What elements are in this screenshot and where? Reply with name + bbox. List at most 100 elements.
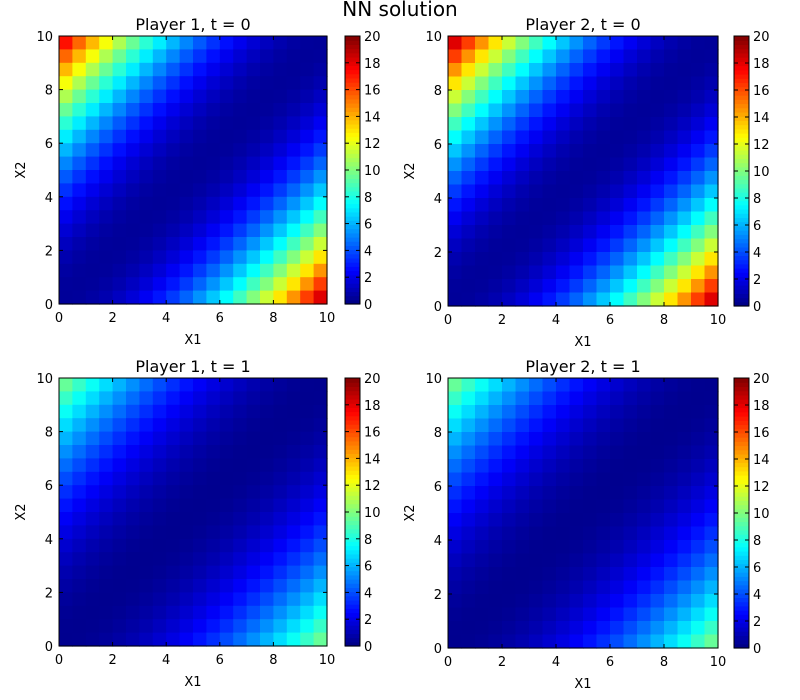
heatmap-cell [556,36,571,51]
heatmap-cell [596,279,611,294]
heatmap-cell [623,225,638,240]
heatmap-cell [112,619,127,634]
heatmap-cell [152,605,167,620]
heatmap-cell [193,263,207,278]
heatmap-cell [233,223,248,238]
heatmap-cell [286,89,301,104]
heatmap-cell [126,565,140,580]
heatmap-cell [139,196,154,211]
colorbar-segment [734,276,749,282]
heatmap-cell [126,89,140,104]
heatmap-cell [650,432,665,447]
heatmap-cell [664,567,679,582]
colorbar-segment [345,641,360,647]
heatmap-cell [126,552,140,567]
heatmap-cell [273,391,288,406]
heatmap-cell [583,594,598,609]
heatmap-cell [219,512,234,526]
heatmap-cell [556,607,571,622]
heatmap-cell [286,512,301,526]
heatmap-cell [166,552,181,567]
heatmap-cell [126,277,140,292]
heatmap-cell [448,594,463,609]
heatmap-cell [206,431,221,446]
heatmap-cell [286,445,301,459]
heatmap-cell [691,432,706,447]
heatmap-cell [569,607,584,622]
heatmap-cell [59,170,73,184]
heatmap-cell [596,144,611,159]
heatmap-cell [206,525,221,540]
heatmap-cell [166,471,181,486]
heatmap-cell [691,292,706,307]
heatmap-cell [637,76,652,91]
heatmap-cell [637,594,652,609]
heatmap-cell [193,418,207,433]
colorbar-segment [734,284,749,290]
heatmap-cell [85,418,100,433]
heatmap-cell [99,552,114,567]
heatmap-cell [461,130,476,145]
heatmap-cell [610,418,625,433]
heatmap-cell [542,103,557,118]
colorbar-segment [345,195,360,200]
heatmap-cell [488,499,503,514]
heatmap-cell [515,621,530,636]
heatmap-cell [99,512,114,526]
heatmap-cell [488,103,503,118]
plot-frame [58,35,328,305]
heatmap-cell [448,103,463,118]
heatmap-cell [515,76,530,91]
heatmap-cell [583,252,598,267]
heatmap-cell [313,49,328,64]
heatmap-cell [219,632,234,647]
heatmap-cell [179,404,194,419]
y-tick-label: 2 [434,246,442,261]
heatmap-cell [273,525,288,540]
heatmap-cell [273,485,288,500]
heatmap-cell [569,117,584,132]
heatmap-cell [488,607,503,622]
colorbar-segment [734,73,749,79]
y-tick-label: 10 [425,30,442,45]
heatmap-cell [596,540,611,555]
heatmap-cell [596,553,611,568]
heatmap-cell [260,250,274,265]
heatmap-cell [233,237,248,251]
heatmap-cell [583,499,598,514]
colorbar-tick-label: 12 [364,137,381,152]
heatmap-cell [637,211,652,226]
heatmap-cell [691,418,706,433]
colorbar-segment [734,529,749,535]
heatmap-cell [650,472,665,487]
heatmap-cell [461,526,476,541]
heatmap-cell [112,592,127,607]
colorbar-segment [734,576,749,582]
heatmap-cell [637,526,652,541]
colorbar-segment [345,224,360,230]
colorbar-segment [345,170,360,175]
heatmap-cell [72,49,87,64]
heatmap-cell [313,183,328,198]
heatmap-cell [206,170,221,184]
colorbar-segment [734,246,749,252]
heatmap-cell [179,485,194,500]
heatmap-cell [72,250,87,265]
heatmap-cell [502,279,517,294]
heatmap-cell [260,277,274,292]
heatmap-cell [206,76,221,91]
heatmap-cell [193,605,207,620]
heatmap-cell [502,418,517,433]
heatmap-cell [677,486,692,501]
heatmap-cell [72,605,87,620]
colorbar-segment [734,137,749,143]
colorbar-segment [734,449,749,455]
heatmap-cell [206,538,221,553]
heatmap-cell [623,445,638,460]
colorbar-segment [345,491,360,496]
heatmap-cell [300,391,315,406]
heatmap-cell [610,157,625,172]
heatmap-cell [85,552,100,567]
heatmap-cell [664,621,679,636]
heatmap-cell [515,184,530,199]
